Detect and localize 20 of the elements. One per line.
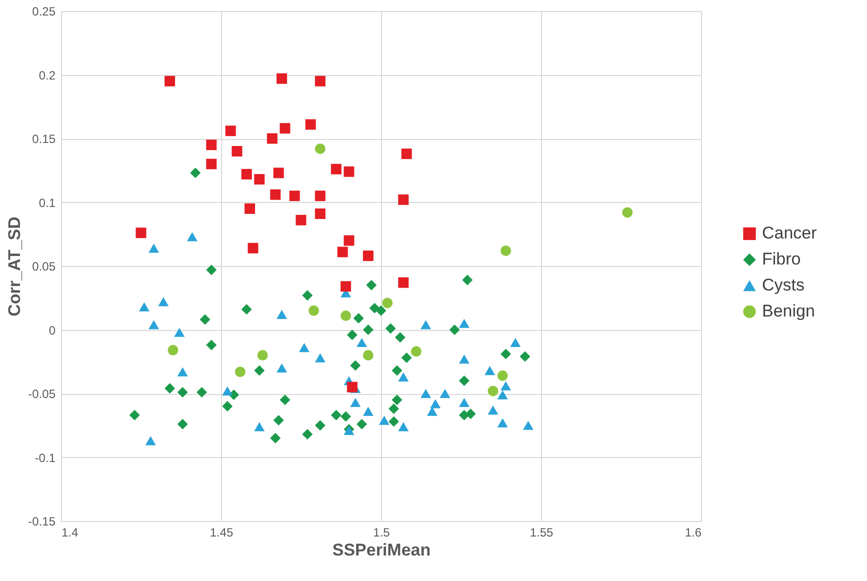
y-tick-label: 0.15: [32, 132, 56, 146]
x-tick-label: 1.45: [210, 526, 234, 540]
y-axis-title: Corr_AT_SD: [5, 216, 24, 316]
y-tick-label: 0.25: [32, 4, 56, 18]
y-tick-label: 0.05: [32, 260, 56, 274]
x-tick-label: 1.6: [684, 526, 702, 540]
legend-label: Cancer: [762, 224, 818, 243]
y-tick-label: 0.1: [38, 196, 56, 210]
y-tick-label: -0.1: [34, 450, 56, 465]
x-tick-label: 1.4: [62, 526, 79, 540]
y-tick-label: 0.2: [38, 68, 56, 82]
x-axis-title: SSPeriMean: [332, 540, 431, 560]
y-tick-label: -0.15: [28, 514, 56, 528]
x-tick-label: 1.55: [530, 526, 554, 540]
y-tick-label: -0.05: [28, 387, 56, 401]
legend-label: Benign: [762, 302, 815, 321]
legend-label: Fibro: [762, 250, 801, 269]
y-tick-label: 0: [48, 323, 56, 338]
legend-label: Cysts: [762, 276, 804, 295]
x-tick-label: 1.5: [373, 526, 390, 540]
